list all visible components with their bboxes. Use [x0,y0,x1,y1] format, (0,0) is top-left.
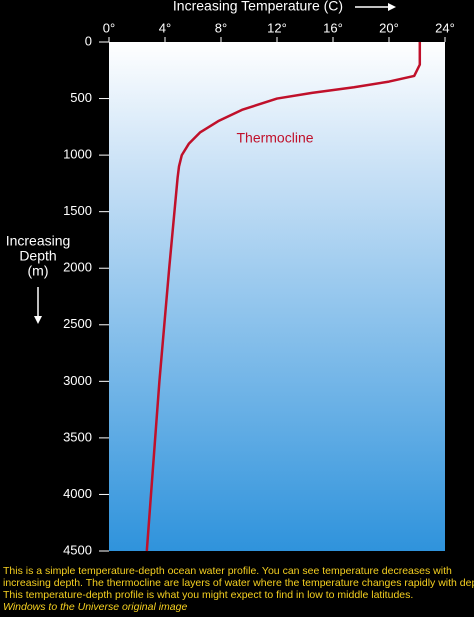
x-tick-label: 20° [379,20,399,35]
x-axis-title: Increasing Temperature (C) [173,0,343,14]
x-arrow [355,3,396,11]
caption: This temperature-depth profile is what y… [3,589,413,601]
y-tick-label: 0 [85,33,92,48]
x-tick-label: 16° [323,20,343,35]
x-tick-label: 12° [267,20,287,35]
y-tick-label: 3000 [63,373,92,388]
y-axis-title: (m) [28,263,49,279]
x-tick-label: 24° [435,20,455,35]
y-tick-label: 1500 [63,203,92,218]
y-arrow [34,287,42,324]
y-tick-label: 4000 [63,486,92,501]
caption: This is a simple temperature-depth ocean… [3,565,452,577]
y-tick-label: 2500 [63,316,92,331]
x-tick-label: 4° [159,20,171,35]
profile-line [145,42,422,552]
y-tick-label: 2000 [63,260,92,275]
credit: Windows to the Universe original image [3,601,187,613]
y-axis-title: Depth [19,248,56,264]
caption: increasing depth. The thermocline are la… [3,577,474,589]
y-axis-title: Increasing [6,233,71,249]
y-tick-label: 1000 [63,147,92,162]
y-tick-label: 4500 [63,542,92,557]
y-tick-label: 500 [70,90,92,105]
x-tick-label: 8° [215,20,227,35]
x-tick-label: 0° [103,20,115,35]
plot-area [109,42,445,551]
y-tick-label: 3500 [63,429,92,444]
annotation: Thermocline [236,130,313,146]
